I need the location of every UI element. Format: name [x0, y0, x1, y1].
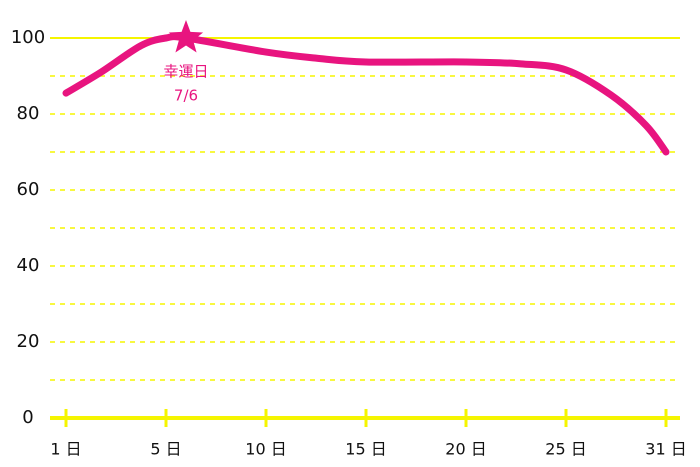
x-tick-label: 10 日 [245, 440, 286, 459]
y-tick-label: 0 [22, 407, 33, 428]
y-tick-label: 100 [11, 27, 45, 48]
x-tick-label: 15 日 [345, 440, 386, 459]
y-tick-label: 80 [17, 103, 40, 124]
annotation-star [168, 20, 204, 53]
x-tick-label: 5 日 [150, 440, 181, 459]
y-tick-label: 60 [17, 179, 40, 200]
y-tick-label: 20 [17, 331, 40, 352]
x-tick-label: 1 日 [50, 440, 81, 459]
line-series [62, 33, 670, 156]
y-tick-label: 40 [17, 255, 40, 276]
x-tick-label: 20 日 [445, 440, 486, 459]
x-tick-label: 25 日 [545, 440, 586, 459]
annotation-date: 7/6 [174, 87, 198, 105]
x-tick-label: 31 日 [645, 440, 686, 459]
annotation-label: 幸運日 [163, 63, 208, 81]
